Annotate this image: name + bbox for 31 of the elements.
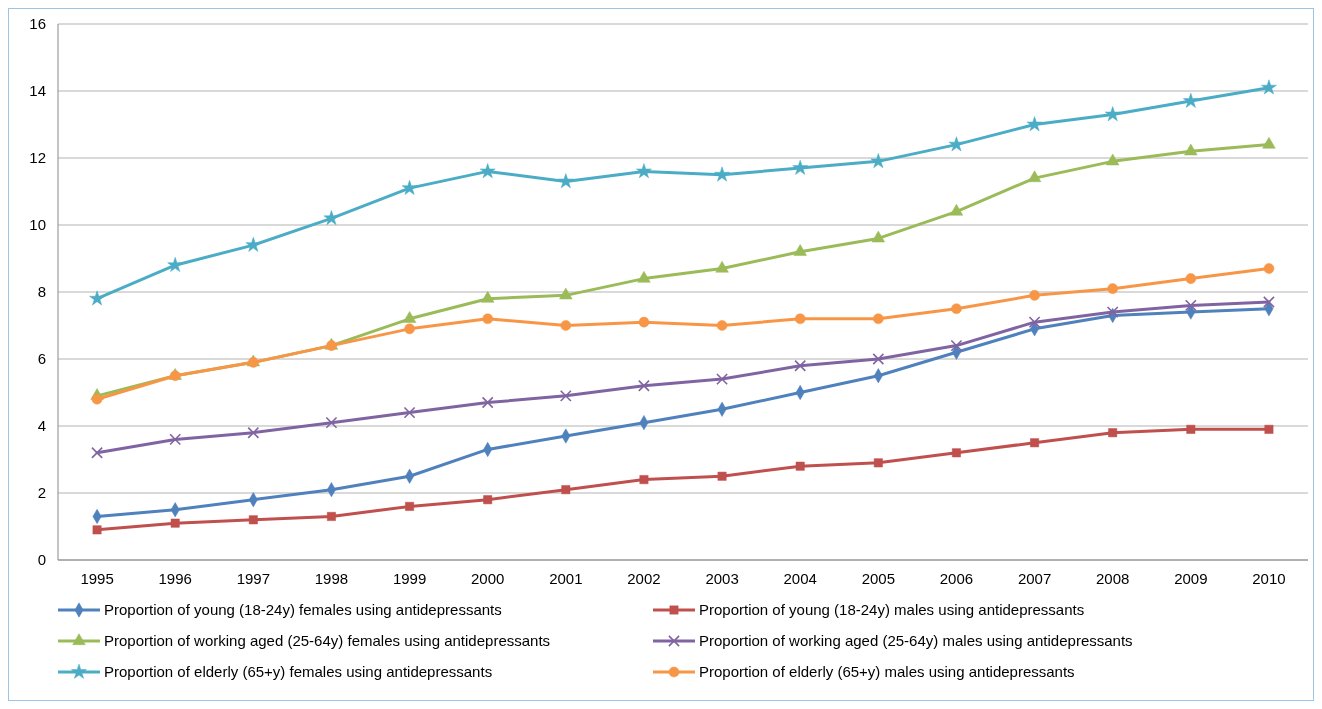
x-tick-label: 2002	[627, 570, 661, 587]
y-tick-label: 4	[37, 417, 46, 435]
x-tick-label: 1995	[80, 570, 114, 587]
legend-label: Proportion of young (18-24y) males using antidepressants	[699, 601, 1085, 619]
x-tick-label: 2008	[1096, 570, 1130, 587]
x-tick-label: 2007	[1017, 570, 1052, 587]
legend-label: Proportion of elderly (65+y) males using antidepressants	[699, 663, 1075, 681]
x-tick-label: 1998	[314, 570, 349, 587]
y-tick-label: 6	[37, 350, 46, 368]
x-tick-label: 2005	[861, 570, 895, 587]
y-tick-label: 2	[37, 484, 46, 502]
x-tick-label: 2010	[1252, 570, 1286, 587]
y-tick-label: 0	[37, 551, 46, 569]
legend-label: Proportion of elderly (65+y) females using antidepressants	[104, 663, 493, 681]
y-tick-label: 14	[29, 82, 46, 100]
y-tick-label: 16	[29, 15, 46, 33]
x-tick-label: 2003	[705, 570, 739, 587]
y-tick-label: 8	[37, 283, 46, 301]
legend-label: Proportion of young (18-24y) females using antidepressants	[104, 601, 502, 619]
x-tick-label: 1999	[392, 570, 427, 587]
x-tick-label: 1997	[236, 570, 270, 587]
x-tick-label: 1996	[158, 570, 192, 587]
x-tick-label: 2009	[1174, 570, 1208, 587]
x-tick-label: 2001	[549, 570, 583, 587]
y-tick-label: 12	[29, 149, 46, 167]
y-tick-label: 10	[29, 216, 46, 234]
x-tick-label: 2000	[471, 570, 505, 587]
legend-label: Proportion of working aged (25-64y) males using antidepressants	[699, 632, 1133, 650]
legend-label: Proportion of working aged (25-64y) females using antidepressants	[104, 632, 551, 650]
x-tick-label: 2004	[783, 570, 817, 587]
x-tick-label: 2006	[939, 570, 974, 587]
